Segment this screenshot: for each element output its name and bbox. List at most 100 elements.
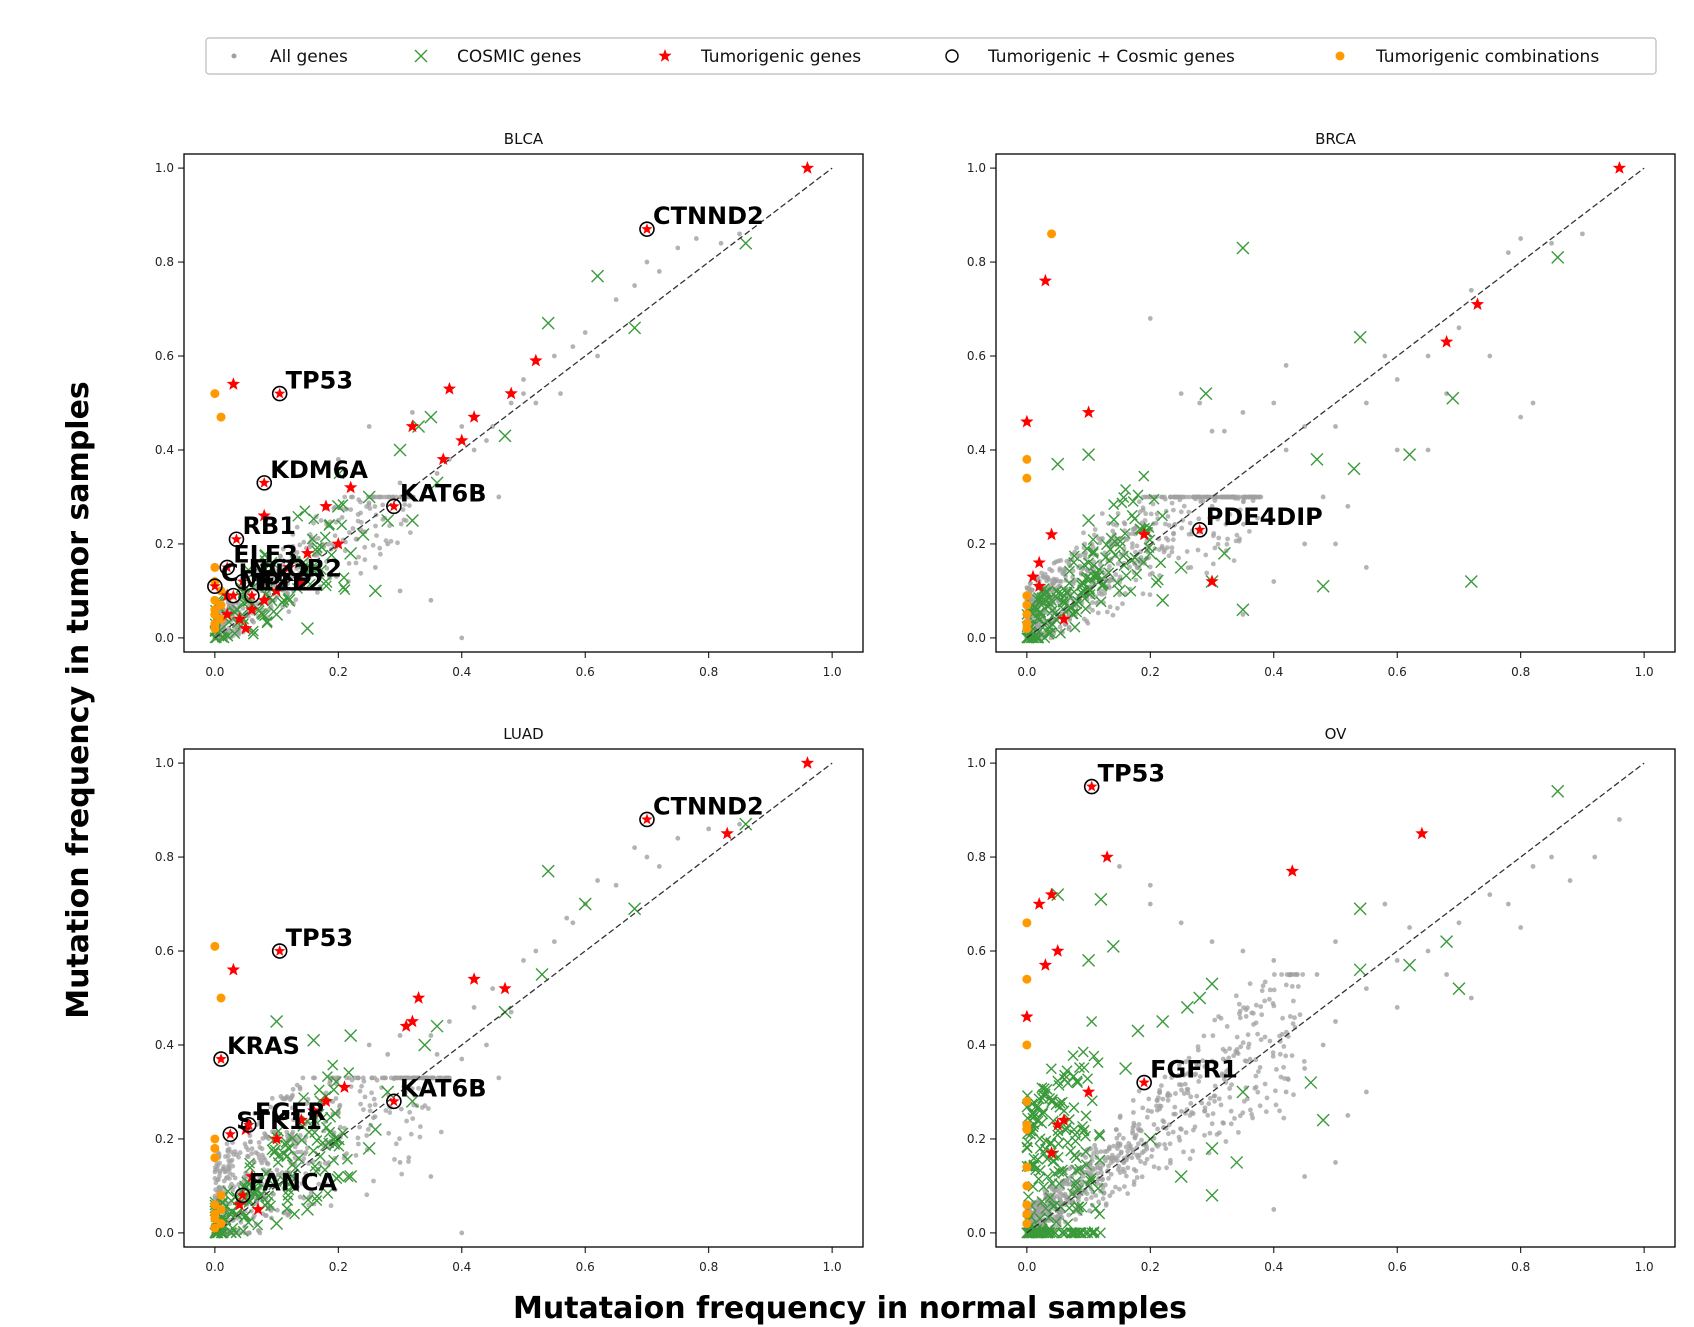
all-gene-point: [1069, 557, 1075, 562]
all-gene-point: [357, 1124, 362, 1130]
cosmic-gene-marker: [300, 565, 312, 577]
tumorigenic-gene-marker: [245, 1169, 259, 1183]
x-tick-label: 0.6: [1388, 1260, 1407, 1274]
tumorigenic-gene-marker: [1044, 527, 1059, 541]
all-gene-point: [398, 1075, 404, 1081]
all-gene-point: [1209, 1058, 1215, 1064]
cosmic-gene-marker: [270, 1217, 284, 1231]
all-gene-point: [275, 1207, 280, 1213]
all-gene-point: [1157, 1087, 1163, 1093]
all-gene-point: [1246, 1041, 1252, 1047]
all-gene-point: [1216, 1096, 1222, 1102]
cosmic-gene-marker: [1021, 1141, 1033, 1153]
all-gene-point: [361, 1107, 366, 1112]
tumorigenic-gene-marker: [641, 813, 653, 825]
cosmic-gene-marker: [1068, 1102, 1080, 1114]
all-gene-point: [401, 517, 407, 523]
gene-label: STK11: [236, 1107, 322, 1135]
all-gene-point: [1314, 972, 1320, 977]
cosmic-gene-marker: [424, 410, 438, 424]
all-gene-point: [1124, 1155, 1130, 1161]
all-gene-point: [1154, 1107, 1160, 1113]
all-gene-point: [1212, 1083, 1218, 1089]
all-gene-point: [1149, 1109, 1154, 1114]
all-gene-point: [1363, 565, 1369, 570]
cosmic-gene-marker: [237, 1225, 249, 1237]
all-gene-point: [1131, 1182, 1137, 1187]
cosmic-gene-marker: [1132, 489, 1144, 501]
all-gene-point: [1295, 972, 1300, 977]
all-gene-point: [1300, 972, 1306, 977]
all-gene-point: [358, 499, 363, 505]
all-gene-point: [1179, 1109, 1184, 1114]
all-gene-point: [371, 1096, 377, 1102]
all-gene-point: [1505, 250, 1511, 256]
annotated-gene: KRAS: [213, 1032, 300, 1067]
all-gene-point: [1202, 1132, 1207, 1138]
all-gene-point: [397, 1160, 403, 1165]
all-gene-point: [276, 574, 282, 580]
all-gene-point: [359, 1083, 364, 1089]
all-gene-point: [1221, 428, 1227, 434]
x-tick-label: 0.0: [1017, 1260, 1036, 1274]
cosmic-gene-marker: [319, 1164, 331, 1176]
tumorigenic-gene-marker: [1440, 334, 1454, 348]
cosmic-gene-marker: [405, 513, 419, 527]
tumorigenic-combination-point: [1022, 1200, 1032, 1210]
all-gene-point: [1138, 1159, 1143, 1164]
all-gene-point: [1274, 1067, 1279, 1072]
cosmic-gene-marker: [1052, 587, 1064, 599]
all-gene-point: [1162, 494, 1167, 500]
cosmic-gene-marker: [286, 1170, 298, 1182]
cosmic-gene-marker: [344, 1170, 358, 1184]
all-gene-point: [279, 1170, 285, 1176]
tumorigenic-gene-marker: [307, 1103, 321, 1117]
x-tick-label: 0.0: [205, 1260, 224, 1274]
tumorigenic-gene-marker: [1285, 864, 1299, 877]
all-gene-point: [1283, 982, 1289, 988]
all-gene-point: [1099, 511, 1105, 516]
cosmic-gene-marker: [270, 1176, 282, 1188]
tumorigenic-combination-point: [210, 389, 220, 399]
all-gene-point: [283, 585, 289, 591]
all-gene-point: [357, 1088, 363, 1094]
all-gene-point: [1280, 1015, 1285, 1021]
annotated-gene: PDE4DIP: [1191, 503, 1323, 538]
tumorigenic-gene-marker: [1086, 780, 1098, 792]
all-gene-point: [1108, 1160, 1114, 1166]
cosmic-gene-marker: [311, 1135, 323, 1147]
all-gene-point: [1178, 494, 1183, 500]
all-gene-point: [1209, 939, 1215, 945]
cosmic-gene-marker: [356, 528, 370, 542]
all-gene-point: [240, 606, 246, 611]
cosmic-gene-marker: [252, 1219, 264, 1231]
all-gene-point: [737, 821, 742, 827]
all-gene-point: [248, 1139, 253, 1144]
x-tick-label: 0.6: [576, 1260, 595, 1274]
all-gene-point: [1259, 988, 1265, 994]
all-gene-point: [551, 353, 557, 359]
all-gene-point: [1215, 541, 1221, 547]
cosmic-gene-marker: [1353, 963, 1367, 977]
all-gene-point: [1127, 564, 1132, 570]
cosmic-gene-marker: [321, 1071, 333, 1083]
y-tick-label: 0.6: [155, 349, 174, 363]
all-gene-point: [496, 494, 502, 500]
tumorigenic-gene-marker: [436, 452, 450, 465]
all-gene-point: [325, 541, 331, 547]
all-gene-point: [1113, 572, 1119, 577]
all-gene-point: [294, 1141, 300, 1147]
all-gene-point: [281, 1186, 287, 1191]
all-gene-point: [428, 597, 434, 603]
all-gene-point: [1199, 1100, 1205, 1106]
cosmic-gene-marker: [381, 513, 395, 527]
all-gene-point: [1198, 499, 1203, 504]
all-gene-point: [1302, 1174, 1308, 1179]
all-gene-point: [1211, 531, 1217, 536]
all-gene-point: [1054, 1193, 1060, 1199]
all-gene-point: [1210, 1111, 1216, 1117]
cosmic-gene-marker: [249, 1185, 261, 1197]
cosmic-gene-marker: [1120, 484, 1132, 496]
all-gene-point: [374, 1077, 380, 1083]
all-gene-point: [1072, 549, 1078, 555]
